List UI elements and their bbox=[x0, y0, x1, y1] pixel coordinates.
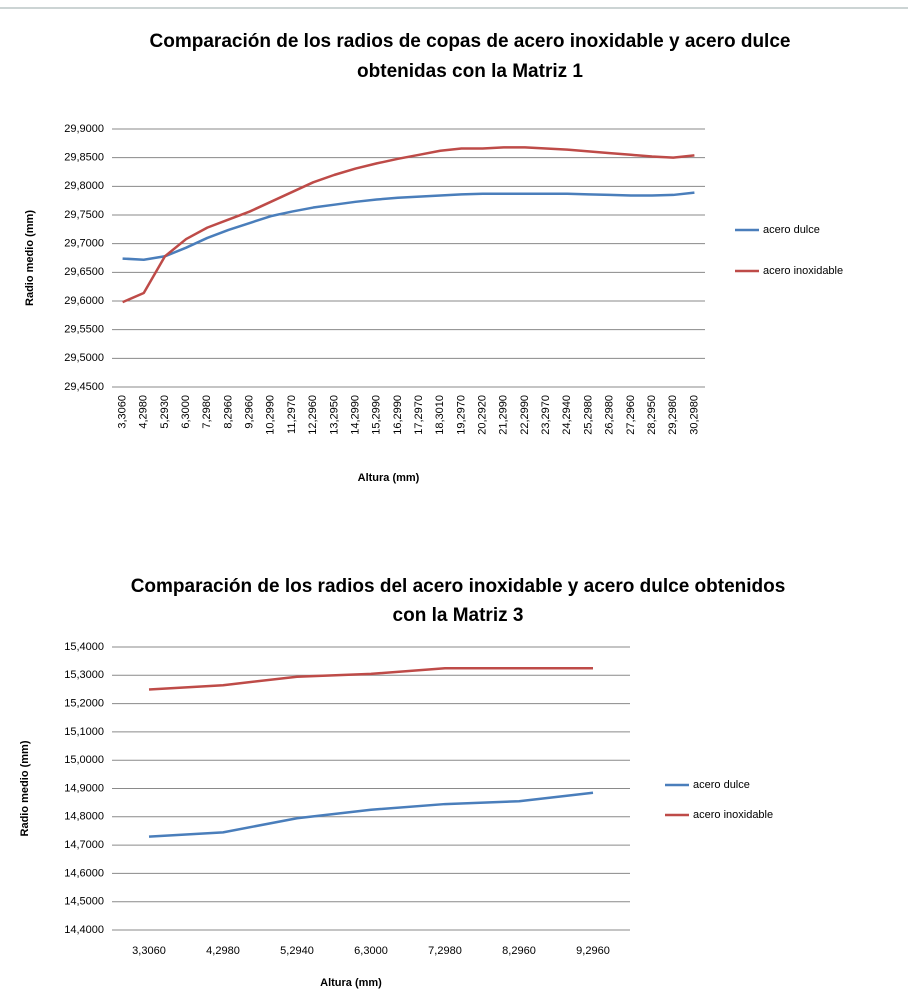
y-tick-label: 14,4000 bbox=[64, 924, 104, 936]
x-tick-label: 9,2960 bbox=[576, 945, 610, 957]
x-tick-label: 18,3010 bbox=[434, 395, 446, 435]
legend-label: acero dulce bbox=[763, 224, 820, 236]
series-line bbox=[148, 791, 594, 838]
y-axis-title: Radio medio (mm) bbox=[19, 740, 31, 836]
x-tick-label: 13,2950 bbox=[328, 395, 340, 435]
x-tick-label: 17,2970 bbox=[413, 395, 425, 435]
x-tick-label: 28,2950 bbox=[646, 395, 658, 435]
y-tick-label: 29,6000 bbox=[64, 295, 104, 307]
y-axis-title: Radio medio (mm) bbox=[24, 210, 36, 306]
series-line bbox=[122, 146, 695, 304]
legend-label: acero inoxidable bbox=[763, 265, 843, 277]
x-tick-label: 16,2990 bbox=[392, 395, 404, 435]
x-tick-label: 21,2990 bbox=[498, 395, 510, 435]
y-tick-label: 29,7000 bbox=[64, 238, 104, 250]
y-tick-label: 15,2000 bbox=[64, 698, 104, 710]
chart-title: Comparación de los radios del acero inox… bbox=[131, 576, 786, 597]
x-tick-label: 3,3060 bbox=[116, 395, 128, 429]
x-tick-label: 15,2990 bbox=[371, 395, 383, 435]
x-tick-label: 5,2930 bbox=[159, 395, 171, 429]
x-tick-label: 5,2940 bbox=[280, 945, 314, 957]
x-tick-label: 8,2960 bbox=[222, 395, 234, 429]
y-tick-label: 14,8000 bbox=[64, 811, 104, 823]
x-tick-label: 6,3000 bbox=[354, 945, 388, 957]
series-line bbox=[148, 666, 593, 691]
x-tick-label: 10,2990 bbox=[265, 395, 277, 435]
y-tick-label: 29,8500 bbox=[64, 152, 104, 164]
x-tick-label: 7,2980 bbox=[428, 945, 462, 957]
x-tick-label: 7,2980 bbox=[201, 395, 213, 429]
y-tick-label: 14,6000 bbox=[64, 867, 104, 879]
y-tick-label: 29,7500 bbox=[64, 209, 104, 221]
y-tick-label: 15,0000 bbox=[64, 754, 104, 766]
y-tick-label: 14,7000 bbox=[64, 839, 104, 851]
x-tick-label: 6,3000 bbox=[180, 395, 192, 429]
x-tick-label: 27,2960 bbox=[625, 395, 637, 435]
x-tick-label: 24,2940 bbox=[561, 395, 573, 435]
chart-title: Comparación de los radios de copas de ac… bbox=[150, 31, 791, 52]
x-tick-label: 30,2980 bbox=[688, 395, 700, 435]
x-tick-label: 14,2990 bbox=[349, 395, 361, 435]
y-tick-label: 14,5000 bbox=[64, 896, 104, 908]
y-tick-label: 29,6500 bbox=[64, 266, 104, 278]
y-tick-label: 15,4000 bbox=[64, 641, 104, 653]
x-tick-label: 25,2980 bbox=[582, 395, 594, 435]
x-tick-label: 23,2970 bbox=[540, 395, 552, 435]
x-tick-label: 8,2960 bbox=[502, 945, 536, 957]
y-tick-label: 29,5500 bbox=[64, 324, 104, 336]
y-tick-label: 14,9000 bbox=[64, 782, 104, 794]
x-tick-label: 11,2970 bbox=[286, 395, 298, 434]
y-tick-label: 29,5000 bbox=[64, 352, 104, 364]
x-tick-label: 19,2970 bbox=[455, 395, 467, 435]
legend-label: acero inoxidable bbox=[693, 809, 773, 821]
x-tick-label: 29,2980 bbox=[667, 395, 679, 435]
x-tick-label: 20,2920 bbox=[477, 395, 489, 435]
chart-title: con la Matriz 3 bbox=[393, 605, 524, 626]
series-line bbox=[122, 191, 695, 261]
y-tick-label: 29,9000 bbox=[64, 123, 104, 135]
x-tick-label: 4,2980 bbox=[206, 945, 240, 957]
y-tick-label: 29,8000 bbox=[64, 180, 104, 192]
x-tick-label: 3,3060 bbox=[132, 945, 166, 957]
legend-label: acero dulce bbox=[693, 779, 750, 791]
x-tick-label: 12,2960 bbox=[307, 395, 319, 435]
x-axis-title: Altura (mm) bbox=[320, 977, 382, 989]
x-tick-label: 26,2980 bbox=[604, 395, 616, 435]
y-tick-label: 29,4500 bbox=[64, 381, 104, 393]
y-tick-label: 15,1000 bbox=[64, 726, 104, 738]
x-tick-label: 22,2990 bbox=[519, 395, 531, 435]
x-tick-label: 4,2980 bbox=[138, 395, 150, 429]
x-axis-title: Altura (mm) bbox=[358, 472, 420, 484]
y-tick-label: 15,3000 bbox=[64, 669, 104, 681]
chart-title: obtenidas con la Matriz 1 bbox=[357, 61, 583, 82]
x-tick-label: 9,2960 bbox=[244, 395, 256, 429]
